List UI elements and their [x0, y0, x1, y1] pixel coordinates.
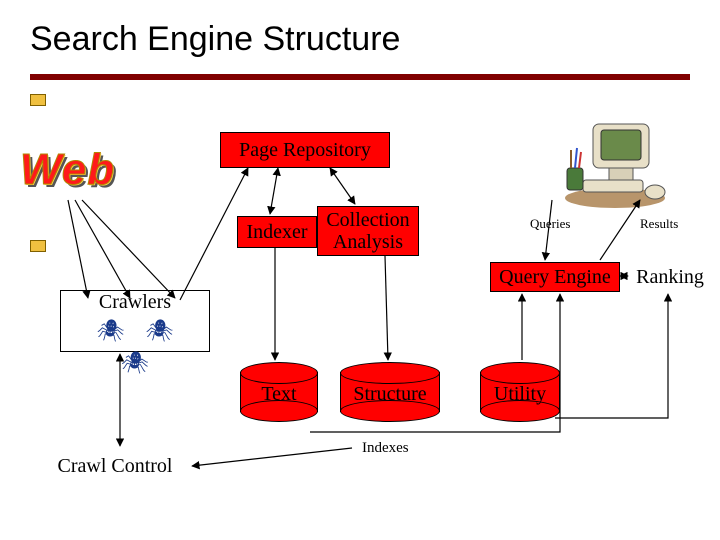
diagram-stage: Search Engine Structure Web Web Web — [0, 0, 720, 540]
page-title: Search Engine Structure — [30, 20, 400, 59]
node-crawl-control: Crawl Control — [40, 448, 190, 484]
label-results: Results — [640, 216, 678, 232]
node-label: Crawlers — [99, 291, 171, 313]
node-label: Indexer — [246, 221, 307, 243]
title-underline — [30, 74, 690, 80]
cylinder-label: Text — [240, 383, 318, 406]
node-label: Crawl Control — [58, 455, 173, 477]
cylinder-label: Structure — [340, 383, 440, 406]
spider-icon: 🕷 — [97, 319, 125, 343]
spider-icon: 🕷 — [146, 319, 174, 343]
node-label: Ranking — [636, 266, 704, 288]
label-queries: Queries — [530, 216, 570, 232]
node-label: Query Engine — [499, 266, 611, 288]
computer-icon — [555, 110, 675, 210]
label-indexes: Indexes — [362, 440, 409, 457]
spider-icon: 🕷 — [121, 351, 149, 375]
cylinder-structure: Structure — [340, 362, 440, 422]
node-crawlers: Crawlers 🕷 🕷 🕷 — [60, 290, 210, 352]
node-indexer: Indexer — [237, 216, 317, 248]
node-page-repository: Page Repository — [220, 132, 390, 168]
spider-row: 🕷 🕷 🕷 — [67, 313, 203, 377]
node-collection-analysis: Collection Analysis — [317, 206, 419, 256]
cylinder-label: Utility — [480, 383, 560, 406]
legend-square — [30, 240, 46, 252]
legend-square — [30, 94, 46, 106]
node-ranking: Ranking — [630, 262, 710, 292]
cylinder-utility: Utility — [480, 362, 560, 422]
cylinder-text: Text — [240, 362, 318, 422]
node-label: Collection Analysis — [326, 209, 409, 253]
node-query-engine: Query Engine — [490, 262, 620, 292]
node-label: Page Repository — [239, 139, 371, 161]
